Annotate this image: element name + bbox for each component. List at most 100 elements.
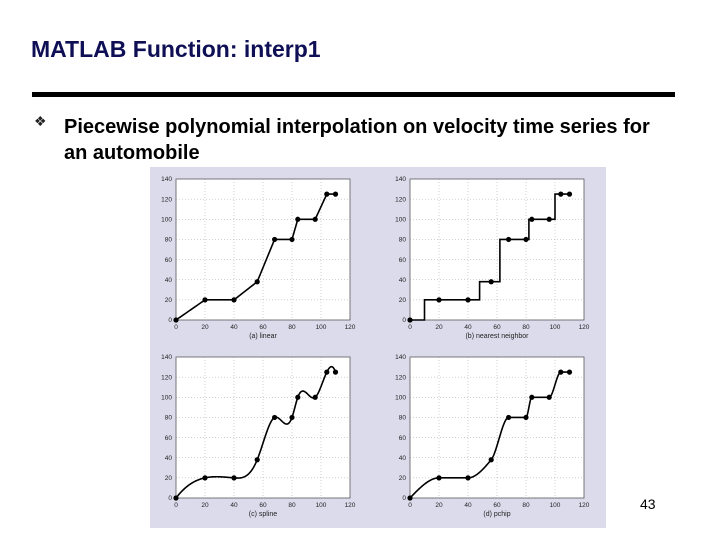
data-point [312,394,318,400]
bullet-icon: ❖ [34,113,47,129]
y-tick-label: 20 [165,297,173,304]
data-point [231,475,237,481]
chart-panel-spline: 0 20 40 60 80 100 120 0 20 40 60 80 100 120 140 (c) spl… [161,354,356,518]
y-tick-label: 100 [161,216,172,223]
y-tick-label: 100 [395,394,406,401]
data-point [546,394,552,400]
y-tick-label: 0 [168,495,172,502]
x-tick-label: 20 [435,324,443,331]
y-tick-label: 80 [399,237,407,244]
y-tick-label: 0 [402,495,406,502]
y-tick-label: 40 [165,277,173,284]
y-tick-label: 80 [165,415,173,422]
chart-caption: (a) linear [249,333,277,340]
x-tick-label: 60 [259,324,267,331]
chart-caption: (d) pchip [483,511,510,518]
interpolation-figure: 0 20 40 60 80 100 120 0 20 40 60 80 100 120 140 (a) lin… [150,167,606,528]
y-tick-label: 120 [161,374,172,381]
data-point [202,475,208,481]
data-point [436,475,442,481]
x-tick-label: 40 [464,502,472,509]
chart-caption: (c) spline [249,511,278,518]
y-tick-label: 140 [395,354,406,361]
chart-caption: (b) nearest neighbor [465,333,529,340]
data-point [312,216,318,222]
x-tick-label: 20 [201,502,209,509]
y-tick-label: 20 [399,475,407,482]
y-tick-label: 140 [395,176,406,183]
x-tick-label: 80 [522,502,530,509]
interpolation-plots: 0 20 40 60 80 100 120 0 20 40 60 80 100 120 140 (a) lin… [161,176,590,518]
page-number: 43 [640,496,656,512]
data-point [558,369,564,375]
x-tick-label: 100 [316,324,327,331]
y-tick-label: 60 [165,257,173,264]
x-tick-label: 0 [174,502,178,509]
y-tick-label: 40 [399,455,407,462]
x-tick-label: 80 [522,324,530,331]
y-tick-label: 60 [165,435,173,442]
data-point [289,236,295,243]
data-point [488,279,494,285]
data-point [529,216,535,222]
y-tick-label: 100 [161,394,172,401]
data-point [436,297,442,303]
data-point [407,495,413,501]
y-tick-label: 20 [165,475,173,482]
data-point [254,457,260,463]
x-tick-label: 100 [316,502,327,509]
data-point [332,191,339,197]
x-tick-label: 20 [201,324,209,331]
data-point [523,414,529,421]
x-tick-label: 60 [493,324,501,331]
x-tick-label: 120 [345,502,356,509]
data-point [272,414,278,421]
data-point [324,191,330,197]
y-tick-label: 40 [165,455,173,462]
y-tick-label: 20 [399,297,407,304]
x-tick-label: 120 [345,324,356,331]
data-point [506,414,512,421]
data-point [465,297,471,303]
data-point [546,216,552,222]
y-tick-label: 100 [395,216,406,223]
y-tick-label: 120 [161,196,172,203]
y-tick-label: 60 [399,435,407,442]
data-point [566,369,573,375]
x-tick-label: 80 [288,502,296,509]
x-tick-label: 60 [493,502,501,509]
data-point [173,495,179,501]
x-tick-label: 40 [230,502,238,509]
x-tick-label: 80 [288,324,296,331]
chart-panel-nearest: 0 20 40 60 80 100 120 0 20 40 60 80 100 120 140 (b) nea… [395,176,590,340]
x-tick-label: 120 [579,502,590,509]
data-point [272,236,278,243]
data-point [254,279,260,285]
data-point [529,394,535,400]
y-tick-label: 120 [395,374,406,381]
y-tick-label: 140 [161,354,172,361]
data-point [465,475,471,481]
y-tick-label: 140 [161,176,172,183]
data-point [295,216,301,222]
x-tick-label: 100 [550,324,561,331]
y-tick-label: 0 [168,317,172,324]
x-tick-label: 60 [259,502,267,509]
data-point [506,236,512,243]
data-point [488,457,494,463]
data-point [295,394,301,400]
data-point [523,236,529,243]
y-tick-label: 80 [165,237,173,244]
x-tick-label: 20 [435,502,443,509]
bullet-text: Piecewise polynomial interpolation on ve… [64,116,650,164]
data-point [566,191,573,197]
data-point [407,317,413,323]
chart-panel-pchip: 0 20 40 60 80 100 120 0 20 40 60 80 100 120 140 (d) pch… [395,354,590,518]
y-tick-label: 120 [395,196,406,203]
data-point [289,414,295,421]
y-tick-label: 0 [402,317,406,324]
slide-title: MATLAB Function: interp1 [31,36,321,62]
x-tick-label: 100 [550,502,561,509]
title-divider [32,92,675,97]
y-tick-label: 40 [399,277,407,284]
